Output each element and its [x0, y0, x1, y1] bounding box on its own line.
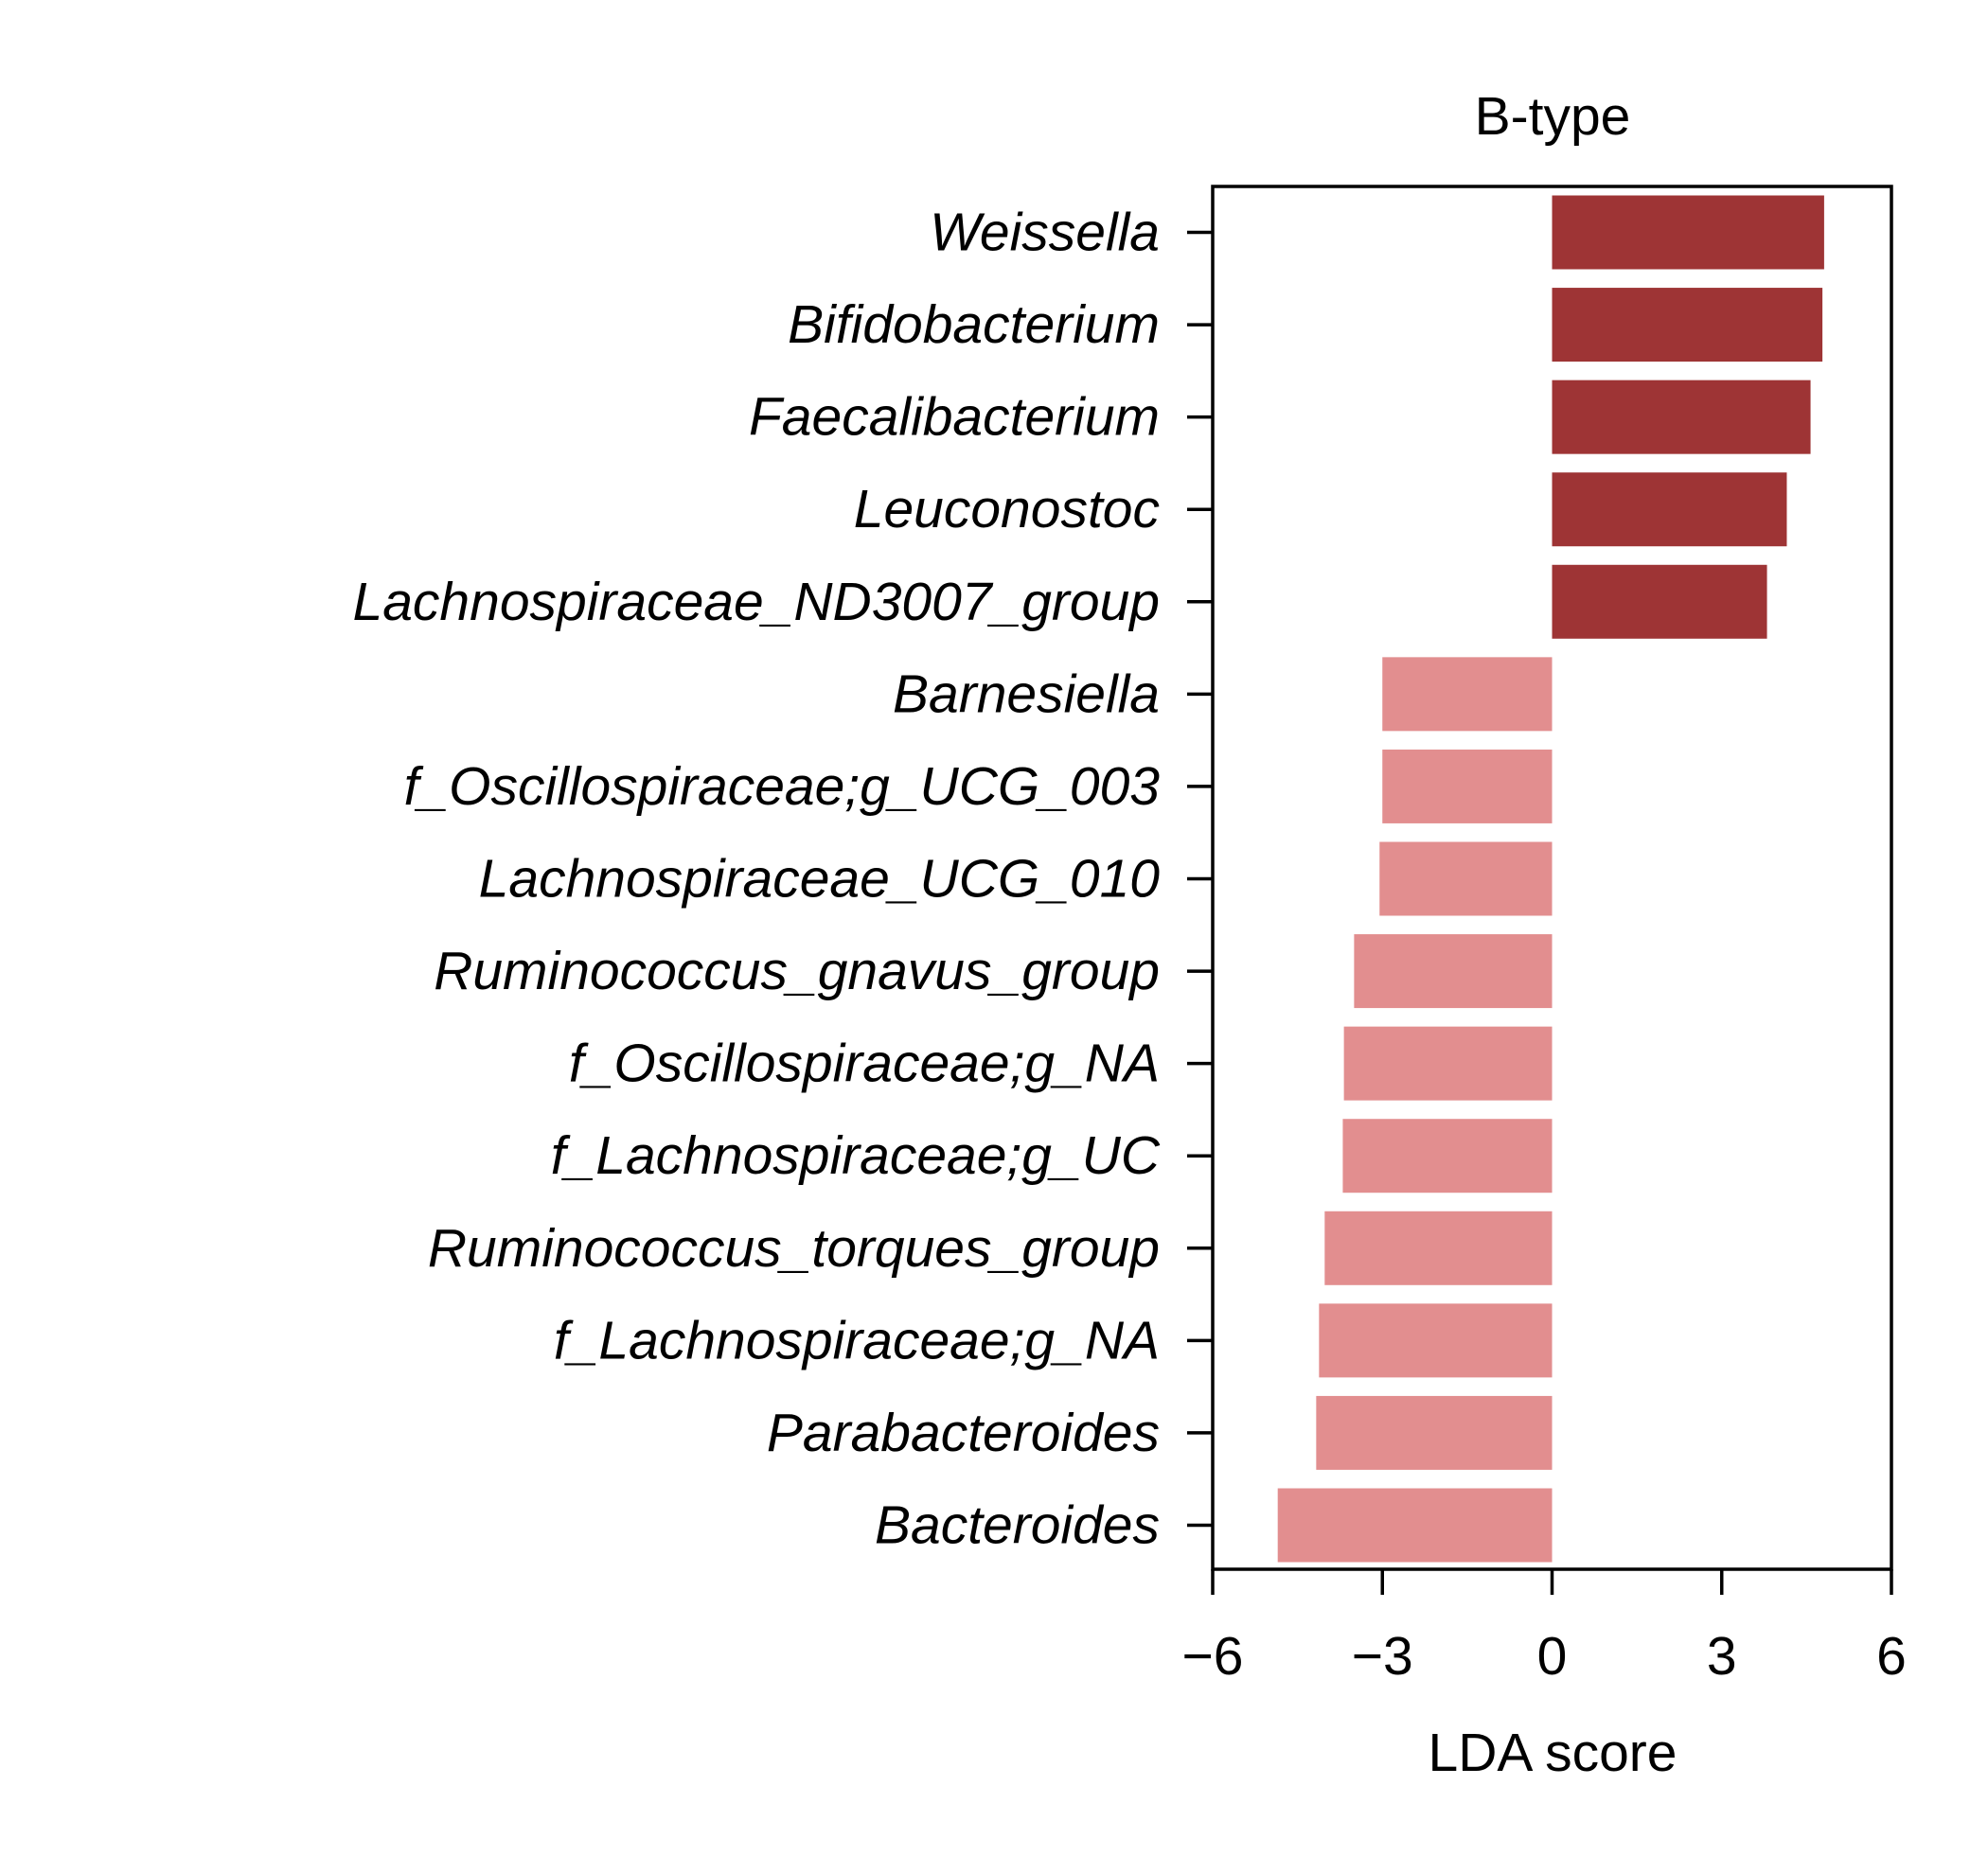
y-tick-label: Weissella [930, 203, 1160, 263]
bar [1382, 749, 1553, 823]
bars-group [1277, 195, 1824, 1563]
bar [1382, 657, 1553, 732]
y-tick-label: Bacteroides [875, 1495, 1160, 1556]
y-tick-label: Bifidobacterium [788, 294, 1160, 355]
x-tick-label: −3 [1352, 1626, 1413, 1687]
bar [1319, 1303, 1553, 1378]
y-tick-label: f_Lachnospiraceae;g_NA [554, 1310, 1160, 1370]
bar [1379, 841, 1553, 916]
x-axis-title: LDA score [1429, 1723, 1677, 1783]
bar [1552, 195, 1824, 270]
y-tick-label: Faecalibacterium [749, 387, 1160, 448]
bar [1552, 288, 1823, 362]
bar [1277, 1488, 1553, 1563]
y-tick-label: Lachnospiraceae_UCG_010 [479, 849, 1161, 910]
y-tick-label: f_Oscillospiraceae;g_NA [569, 1034, 1160, 1094]
chart-title: B-type [1475, 86, 1631, 147]
y-tick-label: f_Oscillospiraceae;g_UCG_003 [404, 756, 1161, 817]
y-axis-ticks: Weissella Bifidobacterium Faecalibacterium… [353, 203, 1213, 1556]
y-tick-label: Parabacteroides [767, 1403, 1160, 1463]
plot-frame [1211, 185, 1893, 1571]
bar [1324, 1211, 1553, 1285]
bar [1354, 934, 1553, 1009]
y-tick-label: Ruminococcus_gnavus_group [434, 941, 1160, 1001]
y-tick-label: Ruminococcus_torques_group [428, 1218, 1160, 1279]
y-tick-label: Leuconostoc [854, 479, 1160, 539]
x-tick-label: 6 [1876, 1626, 1907, 1687]
bar [1552, 472, 1787, 547]
bar [1316, 1395, 1553, 1470]
bar [1342, 1119, 1553, 1193]
y-tick-label: Lachnospiraceae_ND3007_group [353, 572, 1160, 632]
x-axis-ticks: −6 −3 0 3 6 [1182, 1569, 1907, 1687]
bar [1552, 380, 1811, 454]
bar [1552, 564, 1767, 639]
x-tick-label: 3 [1707, 1626, 1737, 1687]
x-tick-label: −6 [1182, 1626, 1244, 1687]
y-tick-label: Barnesiella [893, 663, 1160, 724]
x-tick-label: 0 [1537, 1626, 1568, 1687]
bar [1343, 1026, 1553, 1101]
y-tick-label: f_Lachnospiraceae;g_UC [551, 1125, 1161, 1186]
